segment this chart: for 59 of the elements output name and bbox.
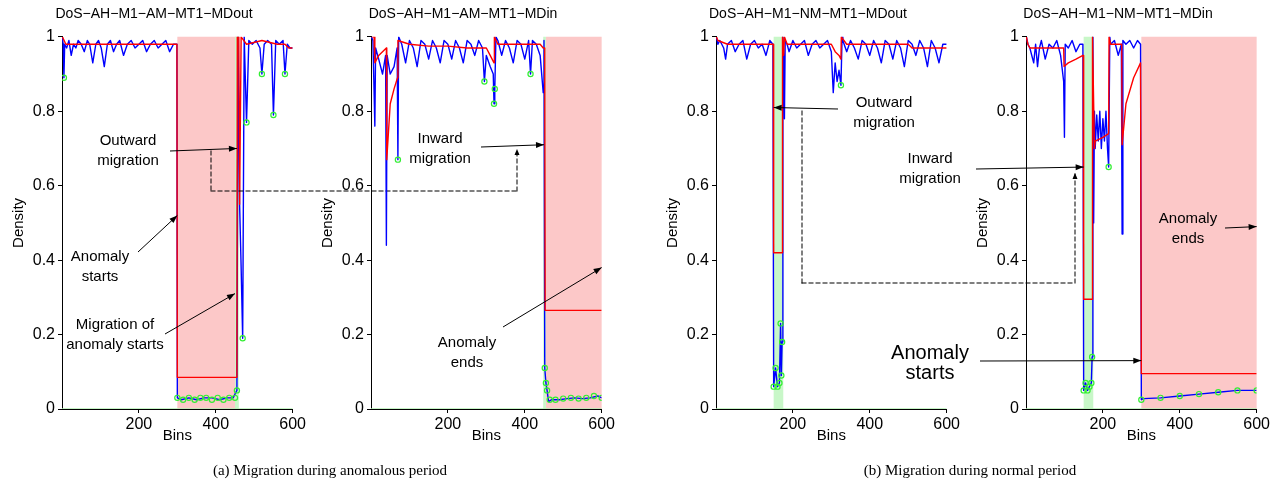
y-axis-title: Density	[663, 197, 681, 248]
y-tick-label: 0.8	[686, 101, 710, 119]
x-tick-label: 600	[279, 415, 307, 433]
y-tick-label: 0.4	[686, 250, 710, 268]
annotation: Anomaly ends	[1158, 209, 1218, 246]
y-tick-label: 0.2	[996, 324, 1020, 342]
y-tick-label: 0.6	[32, 176, 56, 194]
y-tick-label: 0	[700, 399, 710, 417]
x-tick-label: 600	[588, 415, 616, 433]
y-tick-label: 0.6	[686, 176, 710, 194]
x-tick-label: 200	[125, 415, 153, 433]
y-tick-label: 0	[355, 399, 365, 417]
chart-title: DoS−AH−M1−AM−MT1−MDin	[368, 5, 558, 22]
x-tick-label: 600	[1243, 415, 1271, 433]
y-axis-title: Density	[318, 197, 336, 248]
y-tick-label: 1	[1010, 27, 1020, 45]
x-axis-title: Bins	[816, 426, 846, 444]
x-tick-label: 200	[1089, 415, 1117, 433]
y-tick-label: 0.6	[996, 176, 1020, 194]
y-tick-label: 0	[46, 399, 56, 417]
x-axis-title: Bins	[471, 426, 501, 444]
x-tick-label: 200	[434, 415, 462, 433]
chart-title: DoS−AH−M1−NM−MT1−MDout	[708, 5, 908, 22]
y-tick-label: 0.2	[686, 324, 710, 342]
annotation: Anomaly ends	[437, 333, 497, 370]
annotation: Anomaly starts	[70, 247, 130, 284]
annotation: Inward migration	[899, 149, 961, 186]
text: (b) Migration during normal period	[863, 462, 1077, 478]
y-tick-label: 1	[46, 27, 56, 45]
y-tick-label: 0.6	[341, 176, 365, 194]
chart-title: DoS−AH−M1−AM−MT1−MDout	[55, 5, 253, 22]
x-tick-label: 400	[856, 415, 884, 433]
chart-title: DoS−AH−M1−NM−MT1−MDin	[1023, 5, 1213, 22]
x-tick-label: 400	[202, 415, 230, 433]
y-tick-label: 0.4	[996, 250, 1020, 268]
x-axis-title: Bins	[1126, 426, 1156, 444]
y-tick-label: 0.2	[32, 324, 56, 342]
annotation: Inward migration	[409, 129, 471, 166]
annotation: Migration of anomaly starts	[66, 315, 164, 352]
y-tick-label: 0.8	[341, 101, 365, 119]
y-axis-title: Density	[9, 197, 27, 248]
y-tick-label: 0.8	[996, 101, 1020, 119]
annotation: Outward migration	[97, 131, 159, 168]
x-tick-label: 600	[933, 415, 961, 433]
y-tick-label: 1	[700, 27, 710, 45]
x-axis-title: Bins	[162, 426, 192, 444]
y-tick-label: 0	[1010, 399, 1020, 417]
y-tick-label: 0.2	[341, 324, 365, 342]
annotation: Anomaly starts	[891, 341, 969, 383]
x-tick-label: 400	[511, 415, 539, 433]
y-tick-label: 0.4	[341, 250, 365, 268]
x-tick-label: 400	[1166, 415, 1194, 433]
y-tick-label: 0.8	[32, 101, 56, 119]
text: (a) Migration during anomalous period	[212, 462, 448, 478]
y-axis-title: Density	[973, 197, 991, 248]
y-tick-label: 1	[355, 27, 365, 45]
y-tick-label: 0.4	[32, 250, 56, 268]
annotation: Outward migration	[853, 93, 915, 130]
x-tick-label: 200	[779, 415, 807, 433]
